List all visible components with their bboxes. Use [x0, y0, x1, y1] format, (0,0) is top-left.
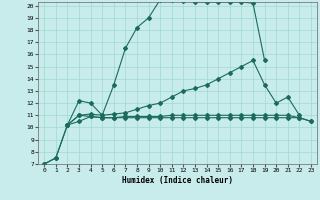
X-axis label: Humidex (Indice chaleur): Humidex (Indice chaleur) — [122, 176, 233, 185]
